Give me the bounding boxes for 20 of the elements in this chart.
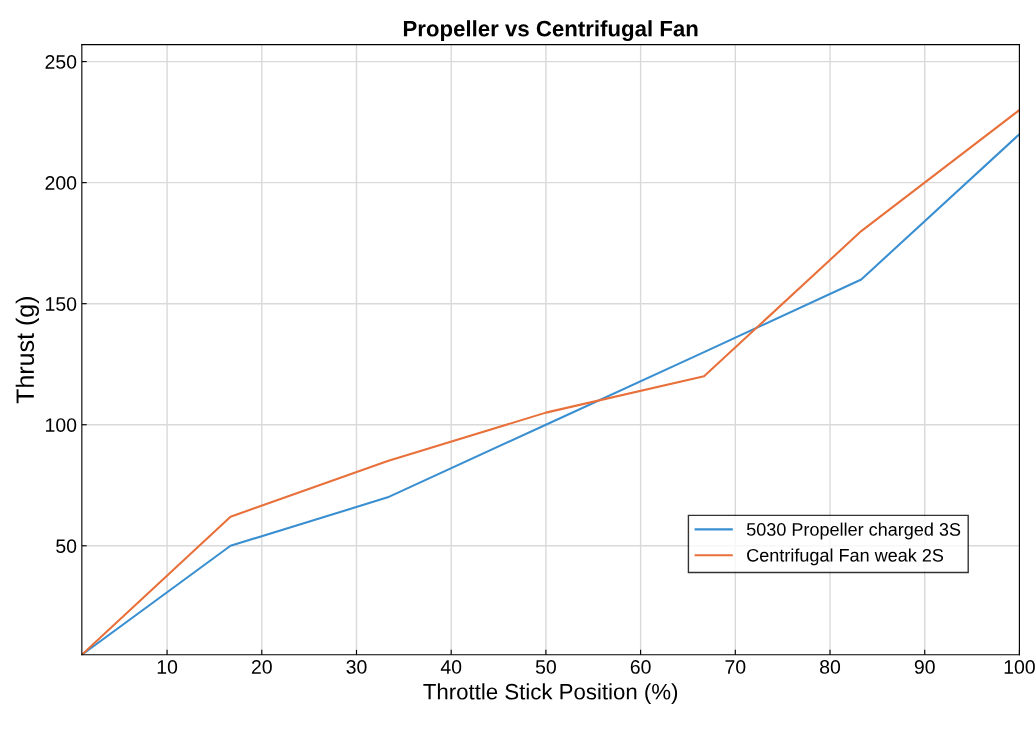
x-axis-title: Throttle Stick Position (%) <box>423 683 678 704</box>
x-tick-label: 80 <box>820 660 841 674</box>
y-tick-label: 150 <box>46 297 77 311</box>
y-tick-label: 100 <box>46 418 77 432</box>
y-tick-label: 250 <box>45 55 77 69</box>
x-tick-label: 10 <box>157 660 178 674</box>
x-tick-label: 30 <box>346 660 367 674</box>
legend-label: Centrifugal Fan weak 2S <box>747 548 944 566</box>
x-tick-label: 90 <box>914 660 935 674</box>
y-tick-label: 200 <box>45 176 77 190</box>
x-tick-label: 60 <box>630 660 651 674</box>
x-tick-label: 100 <box>1004 660 1035 674</box>
x-tick-label: 20 <box>251 660 272 674</box>
chart-title: Propeller vs Centrifugal Fan <box>403 20 698 42</box>
x-tick-label: 70 <box>725 660 746 674</box>
legend-label: 5030 Propeller charged 3S <box>746 522 961 540</box>
x-tick-label: 50 <box>535 660 556 674</box>
y-axis-title: Thrust (g) <box>15 297 39 404</box>
y-tick-label: 50 <box>56 539 77 554</box>
x-tick-label: 40 <box>440 660 462 674</box>
